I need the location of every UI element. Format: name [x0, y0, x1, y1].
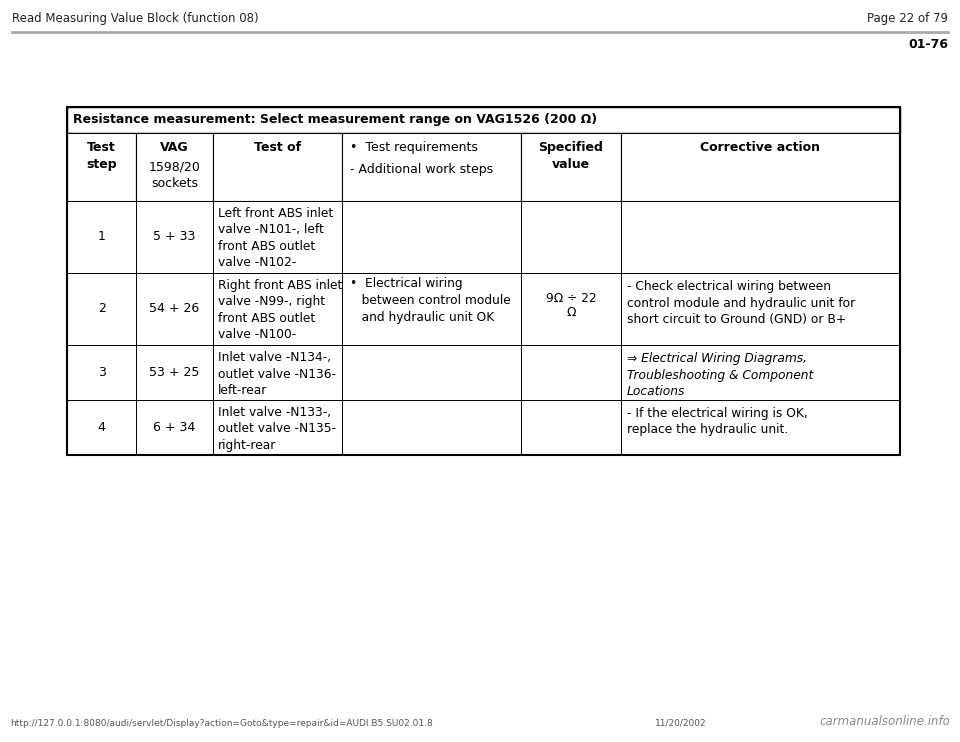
- Bar: [621, 201, 900, 273]
- Bar: [213, 201, 342, 273]
- Bar: [342, 345, 521, 400]
- Bar: [342, 273, 521, 345]
- Text: •  Test requirements: • Test requirements: [349, 141, 478, 154]
- Text: 01-76: 01-76: [908, 38, 948, 51]
- Text: 9Ω ÷ 22: 9Ω ÷ 22: [545, 292, 596, 304]
- Bar: [521, 273, 621, 345]
- Text: 6 + 34: 6 + 34: [154, 421, 196, 434]
- Text: Specified
value: Specified value: [539, 141, 604, 171]
- Text: 1598/20: 1598/20: [149, 160, 201, 173]
- Bar: [521, 400, 621, 455]
- Text: carmanualsonline.info: carmanualsonline.info: [819, 715, 950, 728]
- Bar: [621, 273, 900, 345]
- Bar: [136, 273, 213, 345]
- Bar: [67, 345, 136, 400]
- Bar: [136, 133, 213, 201]
- Text: Inlet valve -N133-,
outlet valve -N135-
right-rear: Inlet valve -N133-, outlet valve -N135- …: [218, 406, 336, 452]
- Bar: [213, 133, 342, 201]
- Bar: [521, 201, 621, 273]
- Bar: [67, 201, 136, 273]
- Text: Inlet valve -N134-,
outlet valve -N136-
left-rear: Inlet valve -N134-, outlet valve -N136- …: [218, 351, 336, 397]
- Bar: [213, 273, 342, 345]
- Text: 11/20/2002: 11/20/2002: [655, 719, 707, 728]
- Text: 5 + 33: 5 + 33: [154, 231, 196, 243]
- Text: •  Electrical wiring
   between control module
   and hydraulic unit OK: • Electrical wiring between control modu…: [349, 278, 511, 324]
- Text: - Additional work steps: - Additional work steps: [349, 163, 493, 176]
- Text: ⇒ Electrical Wiring Diagrams,
Troubleshooting & Component
Locations: ⇒ Electrical Wiring Diagrams, Troublesho…: [627, 352, 813, 398]
- Bar: [342, 201, 521, 273]
- Bar: [621, 345, 900, 400]
- Text: Test
step: Test step: [86, 141, 117, 171]
- Bar: [213, 345, 342, 400]
- Bar: [521, 133, 621, 201]
- Text: - If the electrical wiring is OK,
replace the hydraulic unit.: - If the electrical wiring is OK, replac…: [627, 407, 807, 436]
- Text: VAG: VAG: [160, 141, 189, 154]
- Bar: [521, 345, 621, 400]
- Text: sockets: sockets: [151, 177, 198, 190]
- Text: Test of: Test of: [253, 141, 300, 154]
- Text: Resistance measurement: Select measurement range on VAG1526 (200 Ω): Resistance measurement: Select measureme…: [73, 113, 597, 126]
- Bar: [213, 400, 342, 455]
- Bar: [67, 273, 136, 345]
- Bar: [342, 133, 521, 201]
- Bar: [342, 400, 521, 455]
- Bar: [136, 345, 213, 400]
- Bar: [67, 400, 136, 455]
- Text: 54 + 26: 54 + 26: [150, 303, 200, 315]
- Text: Left front ABS inlet
valve -N101-, left
front ABS outlet
valve -N102-: Left front ABS inlet valve -N101-, left …: [218, 207, 333, 269]
- Text: - Check electrical wiring between
control module and hydraulic unit for
short ci: - Check electrical wiring between contro…: [627, 280, 855, 326]
- Text: 4: 4: [98, 421, 106, 434]
- Text: Right front ABS inlet
valve -N99-, right
front ABS outlet
valve -N100-: Right front ABS inlet valve -N99-, right…: [218, 279, 342, 341]
- Bar: [67, 133, 136, 201]
- Text: http://127.0.0.1:8080/audi/servlet/Display?action=Goto&type=repair&id=AUDI.B5.SU: http://127.0.0.1:8080/audi/servlet/Displ…: [10, 719, 433, 728]
- Text: Ω: Ω: [566, 306, 576, 318]
- Bar: [621, 133, 900, 201]
- Text: Read Measuring Value Block (function 08): Read Measuring Value Block (function 08): [12, 12, 258, 25]
- Bar: [621, 400, 900, 455]
- Text: 53 + 25: 53 + 25: [149, 366, 200, 379]
- Bar: [136, 400, 213, 455]
- Bar: [136, 201, 213, 273]
- Bar: [67, 107, 900, 455]
- Text: 2: 2: [98, 303, 106, 315]
- Text: 1: 1: [98, 231, 106, 243]
- Text: Page 22 of 79: Page 22 of 79: [867, 12, 948, 25]
- Text: 3: 3: [98, 366, 106, 379]
- Text: Corrective action: Corrective action: [701, 141, 821, 154]
- Bar: [67, 107, 900, 133]
